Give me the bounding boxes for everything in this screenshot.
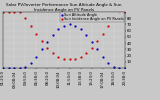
Sun Altitude Angle [30, 62, 32, 64]
Sun Incidence Angle on PV Panels [19, 11, 21, 13]
Sun Altitude Angle [13, 67, 15, 69]
Sun Incidence Angle on PV Panels [107, 25, 109, 26]
Sun Incidence Angle on PV Panels [41, 41, 43, 42]
Sun Incidence Angle on PV Panels [52, 52, 54, 54]
Line: Sun Incidence Angle on PV Panels: Sun Incidence Angle on PV Panels [2, 11, 126, 60]
Sun Incidence Angle on PV Panels [118, 11, 120, 13]
Sun Altitude Angle [57, 29, 59, 30]
Sun Incidence Angle on PV Panels [91, 48, 93, 49]
Sun Altitude Angle [46, 41, 48, 42]
Sun Altitude Angle [96, 49, 98, 50]
Sun Altitude Angle [80, 29, 82, 30]
Sun Incidence Angle on PV Panels [63, 58, 65, 59]
Sun Altitude Angle [91, 41, 93, 42]
Legend: Sun Altitude Angle, Sun Incidence Angle on PV Panels: Sun Altitude Angle, Sun Incidence Angle … [60, 12, 124, 22]
Sun Altitude Angle [107, 62, 109, 64]
Sun Incidence Angle on PV Panels [124, 11, 126, 13]
Sun Incidence Angle on PV Panels [96, 41, 98, 42]
Sun Altitude Angle [118, 67, 120, 69]
Sun Incidence Angle on PV Panels [2, 11, 4, 13]
Sun Altitude Angle [124, 67, 126, 69]
Sun Altitude Angle [2, 67, 4, 69]
Sun Incidence Angle on PV Panels [57, 56, 59, 57]
Sun Altitude Angle [19, 67, 21, 69]
Sun Altitude Angle [85, 34, 87, 36]
Sun Incidence Angle on PV Panels [35, 33, 37, 34]
Sun Altitude Angle [52, 34, 54, 36]
Sun Altitude Angle [69, 24, 71, 25]
Sun Incidence Angle on PV Panels [30, 25, 32, 26]
Sun Incidence Angle on PV Panels [102, 33, 104, 34]
Sun Incidence Angle on PV Panels [69, 59, 71, 60]
Sun Incidence Angle on PV Panels [80, 56, 82, 57]
Sun Altitude Angle [113, 66, 115, 67]
Sun Altitude Angle [24, 66, 26, 67]
Sun Incidence Angle on PV Panels [85, 52, 87, 54]
Sun Altitude Angle [8, 67, 10, 69]
Sun Altitude Angle [35, 56, 37, 57]
Sun Incidence Angle on PV Panels [24, 18, 26, 19]
Sun Incidence Angle on PV Panels [13, 11, 15, 13]
Sun Incidence Angle on PV Panels [46, 48, 48, 49]
Sun Incidence Angle on PV Panels [74, 58, 76, 59]
Sun Altitude Angle [41, 49, 43, 50]
Sun Altitude Angle [63, 25, 65, 26]
Title: Solar PV/Inverter Performance Sun Altitude Angle & Sun Incidence Angle on PV Pan: Solar PV/Inverter Performance Sun Altitu… [6, 3, 122, 12]
Line: Sun Altitude Angle: Sun Altitude Angle [2, 24, 126, 69]
Sun Incidence Angle on PV Panels [113, 18, 115, 19]
Sun Altitude Angle [74, 25, 76, 26]
Sun Altitude Angle [102, 56, 104, 57]
Sun Incidence Angle on PV Panels [8, 11, 10, 13]
